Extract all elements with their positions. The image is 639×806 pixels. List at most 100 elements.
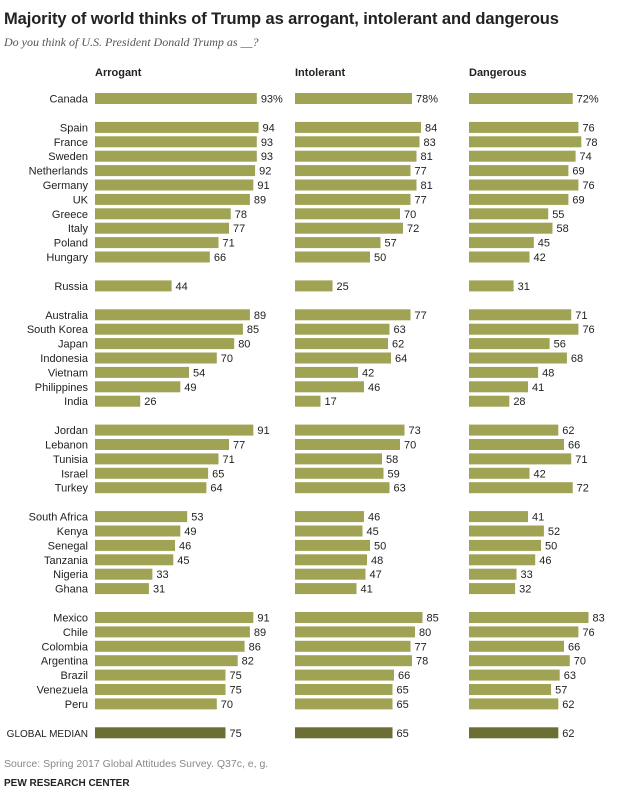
country-label-south-korea: South Korea: [27, 324, 89, 336]
value-label-vietnam-arrogant: 54: [193, 367, 205, 379]
value-label-south-africa-intolerant: 46: [368, 512, 380, 524]
country-label-italy: Italy: [68, 223, 89, 235]
country-label-india: India: [64, 396, 89, 408]
country-label-israel: Israel: [61, 468, 88, 480]
bar-spain-dangerous: [469, 121, 579, 133]
country-label-netherlands: Netherlands: [29, 166, 89, 178]
bar-peru-intolerant: [295, 698, 393, 710]
bar-argentina-dangerous: [469, 655, 570, 667]
bar-philippines-arrogant: [95, 381, 181, 393]
bar-venezuela-dangerous: [469, 684, 552, 695]
bar-india-intolerant: [295, 395, 321, 407]
value-label-poland-dangerous: 45: [538, 238, 550, 250]
bar-hungary-dangerous: [469, 251, 530, 263]
bar-south-korea-intolerant: [295, 323, 390, 335]
value-label-argentina-intolerant: 78: [416, 656, 428, 668]
value-label-tunisia-intolerant: 58: [386, 454, 398, 466]
bar-israel-intolerant: [295, 467, 384, 479]
bar-jordan-arrogant: [95, 424, 254, 436]
bar-global-median-intolerant: [295, 727, 393, 739]
value-label-spain-arrogant: 94: [263, 122, 275, 134]
bar-peru-arrogant: [95, 698, 217, 710]
value-label-ghana-intolerant: 41: [361, 584, 373, 596]
bar-australia-arrogant: [95, 309, 250, 321]
country-label-peru: Peru: [65, 699, 88, 711]
value-label-lebanon-intolerant: 70: [404, 440, 416, 452]
value-label-netherlands-dangerous: 69: [572, 166, 584, 178]
value-label-jordan-intolerant: 73: [409, 425, 421, 437]
value-label-kenya-dangerous: 52: [548, 526, 560, 538]
value-label-spain-intolerant: 84: [425, 122, 437, 134]
bar-chile-intolerant: [295, 626, 415, 638]
bar-nigeria-dangerous: [469, 568, 517, 580]
value-label-chile-arrogant: 89: [254, 627, 266, 639]
country-label-south-africa: South Africa: [29, 512, 89, 524]
value-label-jordan-arrogant: 91: [257, 425, 269, 437]
bar-france-dangerous: [469, 136, 582, 148]
value-label-nigeria-dangerous: 33: [521, 569, 533, 581]
country-label-colombia: Colombia: [42, 641, 89, 653]
value-label-argentina-arrogant: 82: [242, 656, 254, 668]
country-label-jordan: Jordan: [54, 425, 88, 437]
bar-japan-intolerant: [295, 338, 388, 350]
value-label-senegal-arrogant: 46: [179, 540, 191, 552]
bar-brazil-arrogant: [95, 669, 226, 681]
value-label-south-korea-intolerant: 63: [394, 324, 406, 336]
value-label-russia-intolerant: 25: [337, 281, 349, 293]
bar-turkey-intolerant: [295, 482, 390, 494]
bar-vietnam-arrogant: [95, 366, 189, 378]
credit-line: PEW RESEARCH CENTER: [4, 778, 130, 789]
bar-ghana-intolerant: [295, 583, 357, 595]
value-label-israel-arrogant: 65: [212, 468, 224, 480]
bar-tunisia-intolerant: [295, 453, 382, 465]
value-label-south-africa-dangerous: 41: [532, 512, 544, 524]
series-header-arrogant: Arrogant: [95, 67, 142, 79]
bar-sweden-intolerant: [295, 150, 417, 162]
bar-sweden-arrogant: [95, 150, 257, 162]
source-note: Source: Spring 2017 Global Attitudes Sur…: [4, 758, 269, 770]
value-label-australia-intolerant: 77: [415, 310, 427, 322]
bar-south-africa-dangerous: [469, 511, 528, 523]
bar-japan-arrogant: [95, 338, 235, 350]
country-label-lebanon: Lebanon: [45, 440, 88, 452]
bar-italy-arrogant: [95, 222, 229, 234]
bar-tunisia-arrogant: [95, 453, 219, 465]
value-label-brazil-dangerous: 63: [564, 670, 576, 682]
bar-mexico-arrogant: [95, 612, 254, 623]
value-label-indonesia-arrogant: 70: [221, 353, 233, 365]
country-label-senegal: Senegal: [48, 540, 88, 552]
bar-uk-arrogant: [95, 193, 250, 205]
value-label-netherlands-intolerant: 77: [415, 166, 427, 178]
value-label-italy-intolerant: 72: [407, 223, 419, 235]
value-label-italy-dangerous: 58: [557, 223, 569, 235]
bar-south-korea-dangerous: [469, 323, 579, 335]
bar-lebanon-intolerant: [295, 439, 400, 450]
bar-jordan-intolerant: [295, 424, 405, 436]
value-label-south-korea-dangerous: 76: [582, 324, 594, 336]
bar-israel-dangerous: [469, 467, 530, 479]
value-label-colombia-arrogant: 86: [249, 641, 261, 653]
bar-poland-dangerous: [469, 237, 534, 249]
value-label-uk-intolerant: 77: [415, 194, 427, 206]
bar-south-africa-intolerant: [295, 511, 364, 523]
value-label-indonesia-dangerous: 68: [571, 353, 583, 365]
value-label-vietnam-dangerous: 48: [542, 367, 554, 379]
bar-tanzania-arrogant: [95, 554, 174, 566]
country-label-tunisia: Tunisia: [53, 454, 89, 466]
value-label-india-intolerant: 17: [325, 396, 337, 408]
bar-senegal-dangerous: [469, 539, 541, 551]
bar-nigeria-arrogant: [95, 568, 153, 580]
country-label-brazil: Brazil: [60, 670, 88, 682]
bar-vietnam-intolerant: [295, 366, 358, 378]
country-label-hungary: Hungary: [46, 252, 88, 264]
bar-argentina-intolerant: [295, 655, 412, 667]
value-label-germany-intolerant: 81: [421, 180, 433, 192]
chart-title: Majority of world thinks of Trump as arr…: [4, 10, 559, 28]
bar-tanzania-intolerant: [295, 554, 367, 566]
bar-australia-intolerant: [295, 309, 411, 321]
value-label-nigeria-arrogant: 33: [156, 569, 168, 581]
value-label-poland-arrogant: 71: [223, 238, 235, 250]
bar-jordan-dangerous: [469, 424, 559, 436]
bar-australia-dangerous: [469, 309, 572, 321]
bar-sweden-dangerous: [469, 150, 576, 162]
